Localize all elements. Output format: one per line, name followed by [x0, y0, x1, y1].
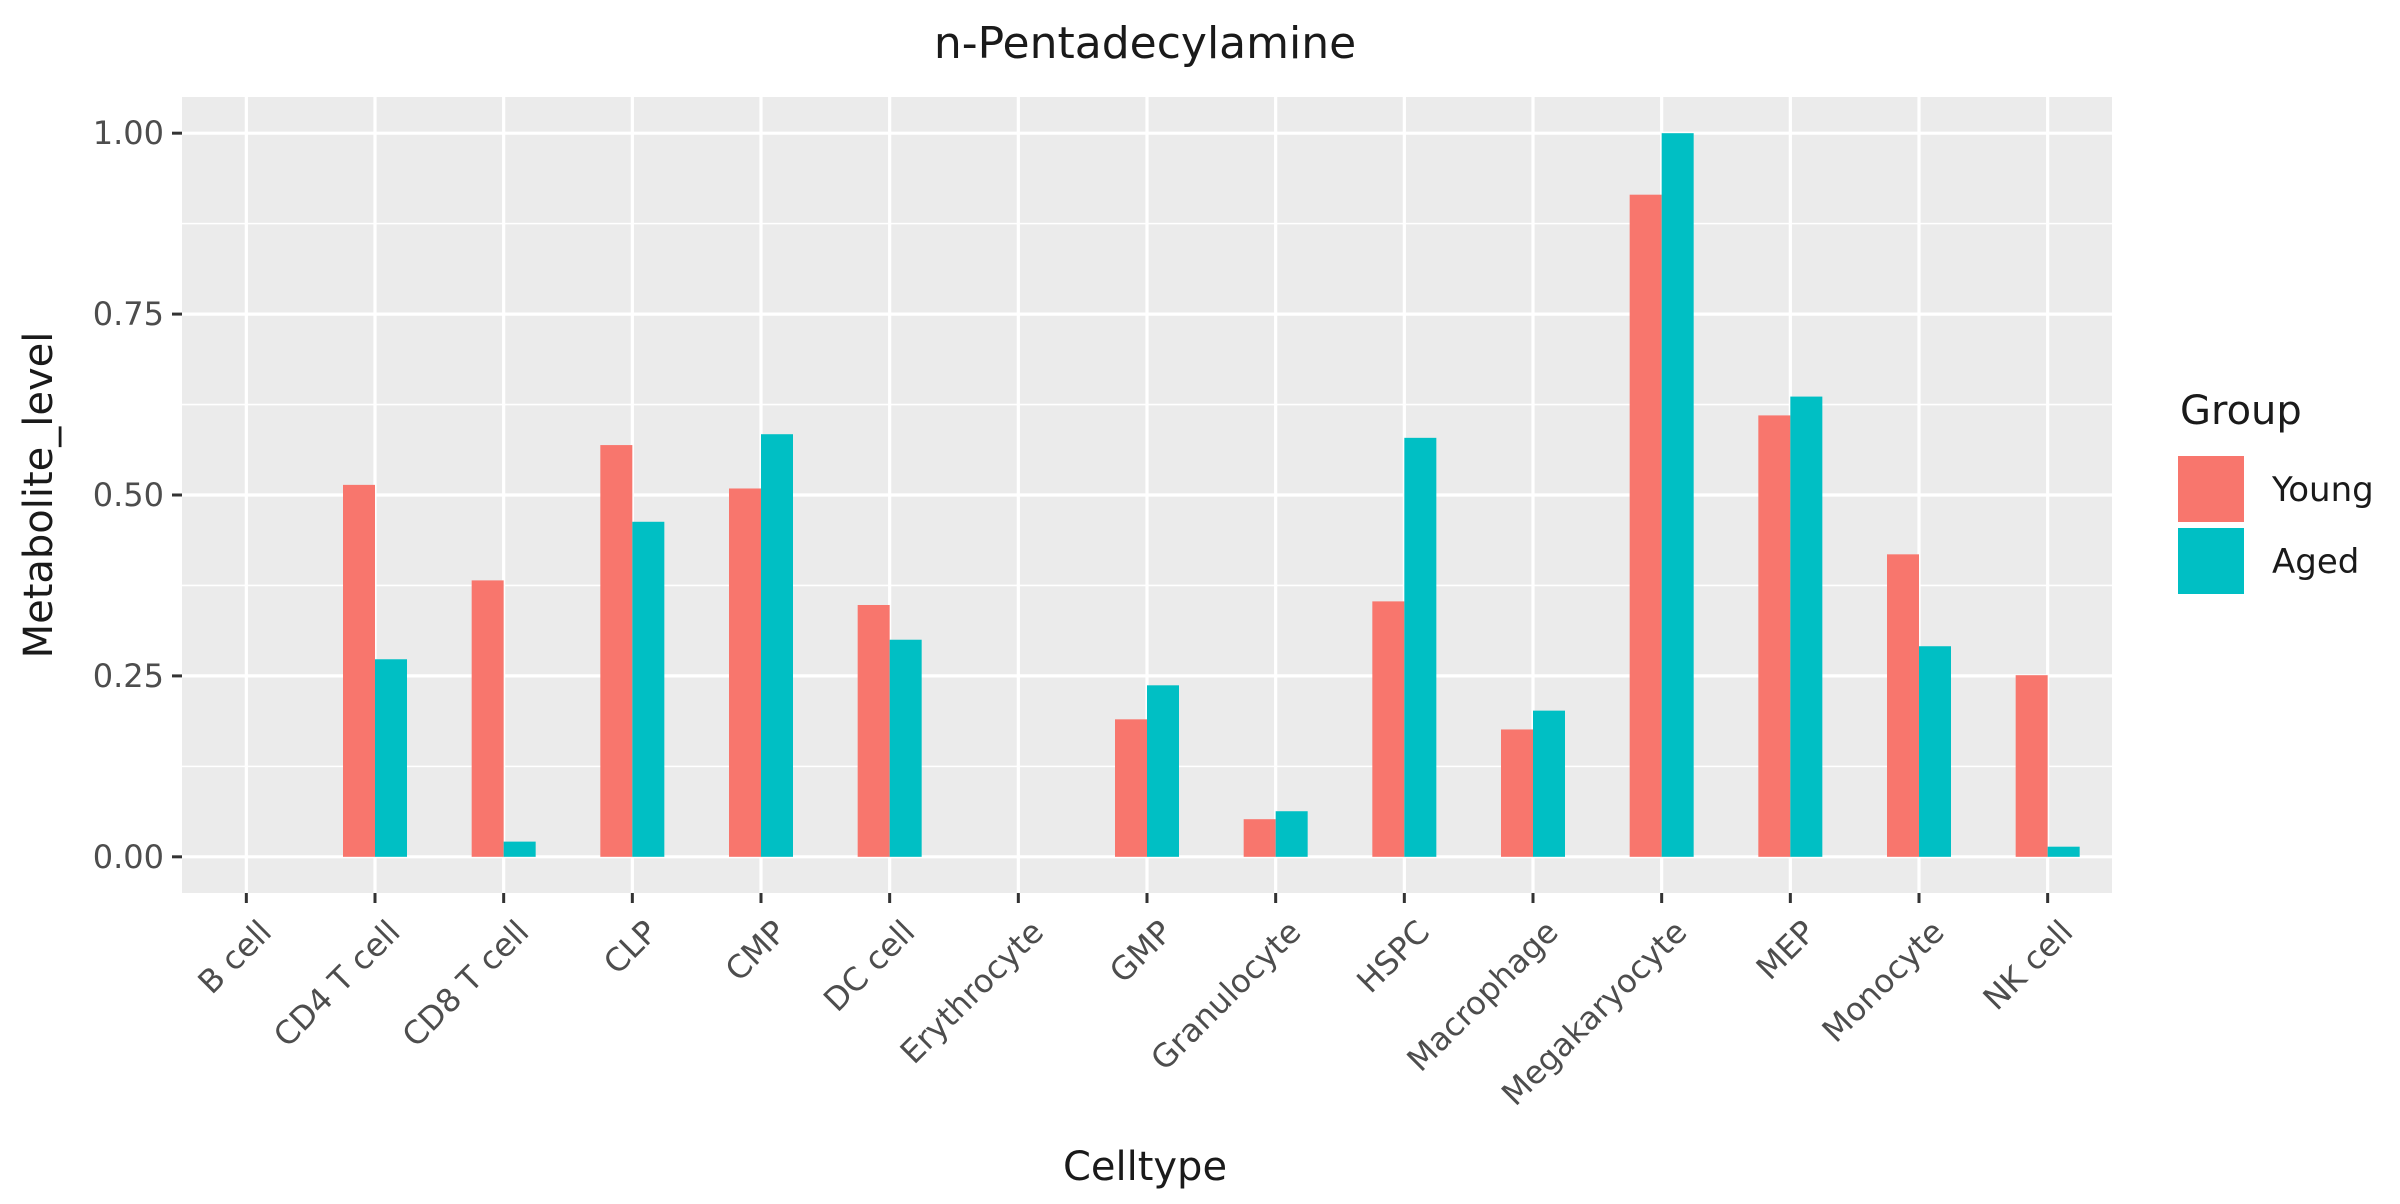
legend-label-aged: Aged	[2272, 542, 2359, 582]
chart-title: n-Pentadecylamine	[934, 18, 1356, 69]
bar-aged-monocyte	[1919, 646, 1951, 857]
bar-aged-gmp	[1147, 685, 1179, 857]
bar-young-hspc	[1372, 601, 1405, 857]
bar-young-mep	[1758, 415, 1791, 857]
bar-aged-dc-cell	[889, 639, 922, 857]
bar-young-granulocyte	[1243, 819, 1276, 857]
bar-young-dc-cell	[857, 604, 890, 857]
bar-aged-cd8-t-cell	[503, 841, 536, 857]
bar-young-clp	[600, 445, 633, 857]
bar-aged-cd4-t-cell	[375, 659, 407, 857]
legend-title: Group	[2180, 388, 2302, 434]
bar-young-megakaryocyte	[1629, 194, 1662, 857]
legend-key-aged	[2178, 528, 2244, 594]
bar-young-cmp	[729, 488, 761, 857]
bar-aged-clp	[632, 521, 665, 857]
y-tick-label: 1.00	[93, 114, 164, 152]
y-axis-title: Metabolite_level	[16, 332, 62, 659]
legend: Group Young Aged	[2178, 388, 2374, 594]
legend-key-young	[2178, 456, 2244, 522]
bar-young-gmp	[1115, 719, 1147, 857]
bar-aged-macrophage	[1533, 710, 1565, 857]
y-tick-label: 0.00	[93, 838, 164, 876]
bar-young-monocyte	[1887, 554, 1919, 857]
bar-aged-nk-cell	[2047, 846, 2080, 857]
bars	[343, 133, 2080, 857]
bar-young-cd8-t-cell	[471, 580, 504, 857]
bar-aged-granulocyte	[1275, 811, 1308, 857]
bar-aged-cmp	[761, 434, 793, 857]
legend-label-young: Young	[2271, 470, 2374, 510]
y-tick-label: 0.25	[93, 657, 164, 695]
bar-young-macrophage	[1501, 729, 1533, 857]
x-axis-title: Celltype	[1063, 1144, 1227, 1190]
bar-young-cd4-t-cell	[343, 484, 375, 857]
bar-aged-megakaryocyte	[1661, 133, 1694, 857]
y-tick-label: 0.75	[93, 295, 164, 333]
bar-aged-hspc	[1404, 437, 1437, 857]
y-tick-label: 0.50	[93, 476, 164, 514]
bar-aged-mep	[1790, 396, 1823, 857]
bar-young-nk-cell	[2015, 675, 2048, 857]
